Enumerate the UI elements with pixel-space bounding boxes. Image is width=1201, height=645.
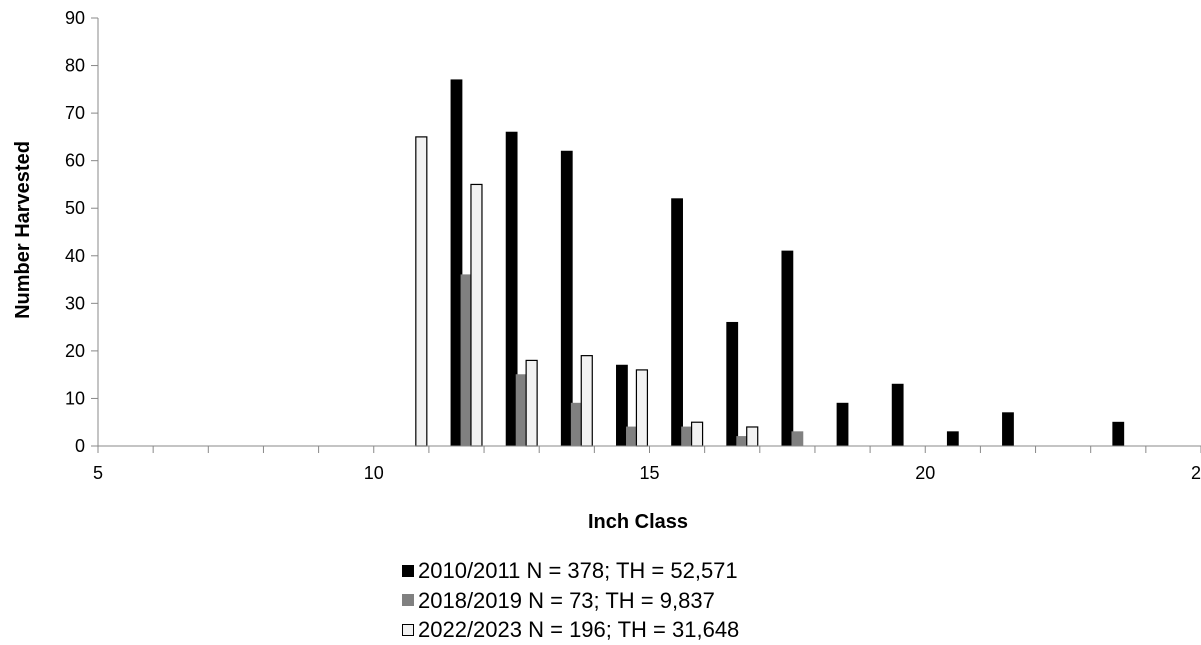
bar-s3-x14 xyxy=(580,355,593,447)
bar-s2-x14 xyxy=(570,402,583,447)
y-tick-label-10: 10 xyxy=(65,388,85,408)
bar-s3-x12 xyxy=(470,183,483,447)
legend-swatch-2010-2011 xyxy=(402,564,414,577)
bar-s1-x20 xyxy=(891,383,904,447)
y-tick-label-40: 40 xyxy=(65,246,85,266)
y-tick-label-80: 80 xyxy=(65,56,85,76)
bar-s1-x21 xyxy=(946,431,959,447)
bar-s2-x15 xyxy=(626,426,638,447)
bar-s1-x12 xyxy=(450,79,463,447)
bar-s1-x16 xyxy=(671,198,683,447)
x-axis-title: Inch Class xyxy=(588,511,688,533)
legend-item-2010-2011: 2010/2011 N = 378; TH = 52,571 xyxy=(402,556,739,586)
bar-s1-x13 xyxy=(505,131,518,447)
bar-s2-x16 xyxy=(681,426,693,447)
bar-s3-x16 xyxy=(690,421,704,447)
y-tick-label-30: 30 xyxy=(65,293,85,313)
legend-label-2022-2023: 2022/2023 N = 196; TH = 31,648 xyxy=(418,617,740,642)
x-tick-label-25: 25 xyxy=(1191,463,1201,483)
legend: 2010/2011 N = 378; TH = 52,571 2018/2019… xyxy=(402,556,739,645)
axes-layer: 0 10 20 30 40 50 60 70 80 90 5 10 15 20 25 xyxy=(65,8,1201,483)
bar-s1-x18 xyxy=(781,250,794,447)
x-tick-label-15: 15 xyxy=(639,463,659,483)
x-tick-label-10: 10 xyxy=(364,463,384,483)
bar-s1-x15 xyxy=(616,364,628,447)
legend-item-2022-2023: 2022/2023 N = 196; TH = 31,648 xyxy=(402,615,739,645)
y-tick-label-70: 70 xyxy=(65,103,85,123)
x-tick-label-5: 5 xyxy=(93,463,103,483)
y-axis-title: Number Harvested xyxy=(12,141,34,319)
x-tick-label-20: 20 xyxy=(915,463,935,483)
legend-swatch-2018-2019 xyxy=(402,594,414,607)
legend-label-2018-2019: 2018/2019 N = 73; TH = 9,837 xyxy=(418,587,715,613)
legend-label-2010-2011: 2010/2011 N = 378; TH = 52,571 xyxy=(418,558,738,583)
bar-s2-x17 xyxy=(736,436,749,447)
bar-s1-x22 xyxy=(1002,412,1014,447)
y-tick-label-50: 50 xyxy=(65,198,85,218)
bars-layer xyxy=(415,79,1125,447)
legend-item-2018-2019: 2018/2019 N = 73; TH = 9,837 xyxy=(402,586,739,616)
y-tick-label-0: 0 xyxy=(75,436,85,456)
y-tick-label-90: 90 xyxy=(65,8,85,28)
bar-s2-x12 xyxy=(460,274,473,447)
bar-s1-x24 xyxy=(1112,421,1125,447)
bar-s3-x13 xyxy=(525,359,538,447)
bar-s3-x17 xyxy=(746,426,759,447)
bar-s3-x11 xyxy=(415,136,428,447)
y-tick-label-20: 20 xyxy=(65,341,85,361)
bar-s2-x18 xyxy=(791,431,804,447)
bar-s1-x19 xyxy=(836,402,849,447)
bar-s1-x17 xyxy=(726,321,739,447)
bar-s2-x13 xyxy=(515,374,528,447)
legend-swatch-2022-2023 xyxy=(402,623,414,636)
bar-s3-x15 xyxy=(635,369,649,447)
bar-s1-x14 xyxy=(560,150,573,447)
y-tick-label-60: 60 xyxy=(65,151,85,171)
